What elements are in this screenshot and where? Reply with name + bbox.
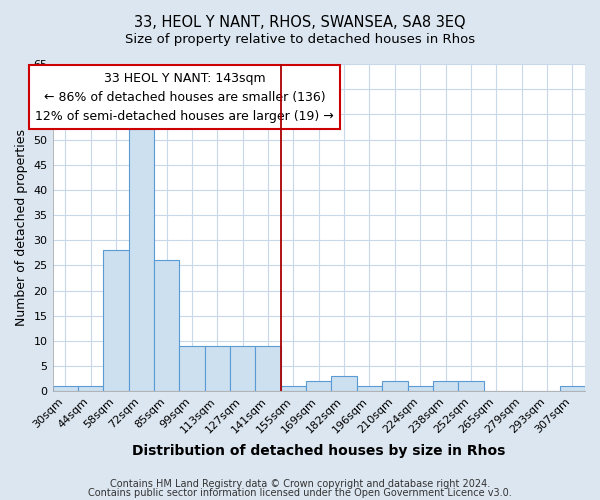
- Text: Contains HM Land Registry data © Crown copyright and database right 2024.: Contains HM Land Registry data © Crown c…: [110, 479, 490, 489]
- Bar: [256, 346, 281, 392]
- Bar: [458, 382, 484, 392]
- Bar: [357, 386, 382, 392]
- Bar: [560, 386, 585, 392]
- Bar: [281, 386, 306, 392]
- Bar: [306, 382, 331, 392]
- Bar: [103, 250, 128, 392]
- Text: 33 HEOL Y NANT: 143sqm
← 86% of detached houses are smaller (136)
12% of semi-de: 33 HEOL Y NANT: 143sqm ← 86% of detached…: [35, 72, 334, 122]
- Bar: [205, 346, 230, 392]
- Bar: [53, 386, 78, 392]
- Bar: [382, 382, 407, 392]
- Bar: [78, 386, 103, 392]
- Bar: [331, 376, 357, 392]
- Text: Size of property relative to detached houses in Rhos: Size of property relative to detached ho…: [125, 32, 475, 46]
- Bar: [407, 386, 433, 392]
- Bar: [433, 382, 458, 392]
- Text: Contains public sector information licensed under the Open Government Licence v3: Contains public sector information licen…: [88, 488, 512, 498]
- Bar: [128, 130, 154, 392]
- Bar: [154, 260, 179, 392]
- Bar: [230, 346, 256, 392]
- Text: 33, HEOL Y NANT, RHOS, SWANSEA, SA8 3EQ: 33, HEOL Y NANT, RHOS, SWANSEA, SA8 3EQ: [134, 15, 466, 30]
- Y-axis label: Number of detached properties: Number of detached properties: [15, 129, 28, 326]
- X-axis label: Distribution of detached houses by size in Rhos: Distribution of detached houses by size …: [132, 444, 505, 458]
- Bar: [179, 346, 205, 392]
